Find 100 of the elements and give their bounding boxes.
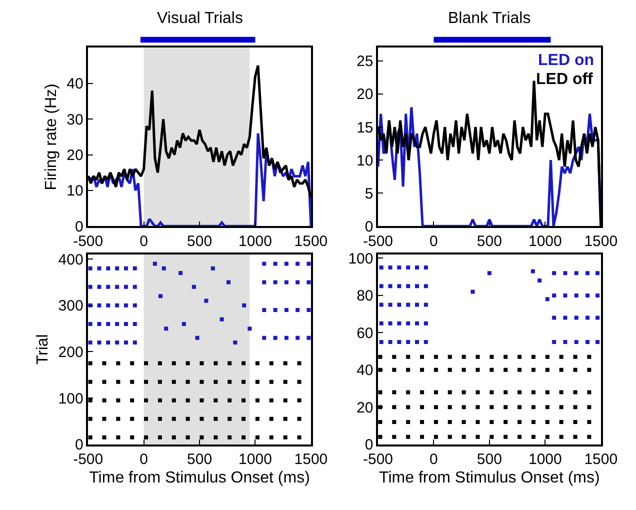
point: [574, 293, 578, 298]
point: [574, 316, 578, 320]
x-tick-label: 1500: [584, 451, 618, 468]
y-tick-label: 10: [66, 182, 84, 200]
point: [397, 340, 402, 344]
y-tick-label: 60: [356, 324, 374, 342]
y-tick-label: 0: [364, 436, 374, 454]
point: [388, 266, 392, 270]
x-tick-label: 1000: [238, 232, 272, 250]
x-tick-label: -500: [362, 451, 394, 468]
x-tick-label: -500: [73, 451, 104, 468]
point: [586, 316, 590, 320]
x-tick-label: 500: [476, 232, 502, 250]
point: [574, 340, 578, 344]
point: [415, 340, 420, 344]
y-tick-label: 10: [356, 152, 374, 170]
y-tick-label: 20: [356, 399, 374, 416]
point: [388, 284, 392, 288]
text: LED on: [538, 52, 594, 69]
y-tick-label: 100: [348, 250, 374, 268]
point: [586, 293, 590, 298]
x-tick-label: 1000: [528, 232, 562, 250]
point: [415, 284, 420, 288]
point: [388, 302, 392, 307]
x-tick-label: 1500: [294, 451, 328, 468]
point: [552, 293, 556, 298]
y-tick-label: 0: [74, 218, 84, 236]
y-tick-label: 40: [356, 362, 374, 380]
point: [379, 284, 384, 288]
point: [596, 293, 600, 298]
chart-title: Blank Trials: [448, 10, 531, 27]
y-tick-label: 300: [58, 298, 84, 315]
x-tick-label: 500: [187, 232, 212, 250]
point: [379, 340, 384, 344]
x-tick-label: 1000: [528, 451, 562, 468]
point: [487, 271, 492, 276]
point: [586, 340, 590, 344]
point: [379, 266, 384, 270]
point: [563, 316, 568, 320]
point: [379, 302, 384, 307]
y-tick-label: 200: [58, 344, 84, 361]
point: [388, 321, 392, 326]
x-tick-label: 0: [430, 232, 438, 250]
y-axis-title: Trial: [34, 334, 52, 365]
y-tick-label: 30: [66, 111, 84, 128]
point: [563, 293, 568, 298]
point: [538, 278, 542, 283]
y-tick-label: 400: [58, 251, 84, 268]
point: [596, 271, 600, 276]
y-tick-label: 5: [364, 185, 374, 202]
point: [397, 321, 402, 326]
point: [552, 316, 556, 320]
x-tick-label: 1500: [294, 232, 328, 250]
point: [406, 266, 410, 270]
y-tick-label: 15: [356, 119, 374, 136]
point: [415, 266, 420, 270]
x-tick-label: 500: [187, 451, 212, 468]
point: [406, 340, 410, 344]
point: [379, 321, 384, 326]
point: [424, 284, 428, 288]
point: [596, 340, 600, 344]
point: [563, 271, 568, 276]
point: [406, 321, 410, 326]
y-tick-label: 80: [356, 288, 374, 305]
point: [424, 266, 428, 270]
point: [545, 297, 550, 302]
point: [424, 321, 428, 326]
point: [397, 302, 402, 307]
x-axis-title: Time from Stimulus Onset (ms): [379, 469, 600, 486]
point: [397, 284, 402, 288]
x-tick-label: -500: [73, 232, 104, 250]
point: [388, 340, 392, 344]
x-tick-label: -500: [362, 232, 394, 250]
x-tick-label: 1500: [584, 232, 618, 250]
point: [415, 321, 420, 326]
y-axis-title: Firing rate (Hz): [43, 84, 60, 190]
x-tick-label: 1000: [238, 451, 272, 468]
point: [574, 271, 578, 276]
y-tick-label: 0: [364, 218, 374, 236]
y-tick-label: 40: [66, 76, 84, 93]
point: [586, 271, 590, 276]
point: [397, 266, 402, 270]
point: [563, 340, 568, 344]
point: [552, 340, 556, 344]
x-axis-title: Time from Stimulus Onset (ms): [89, 469, 310, 486]
y-tick-label: 100: [58, 390, 84, 408]
y-tick-label: 20: [356, 86, 374, 104]
point: [424, 340, 428, 344]
y-tick-label: 20: [66, 147, 84, 164]
chart-title: Visual Trials: [157, 10, 243, 27]
x-tick-label: 500: [476, 451, 502, 468]
point: [530, 269, 535, 274]
point: [406, 284, 410, 288]
y-tick-label: 25: [356, 53, 374, 70]
x-tick-label: 0: [430, 451, 438, 468]
point: [596, 316, 600, 320]
series-label: LED off: [536, 71, 594, 88]
y-tick-label: 0: [74, 436, 84, 454]
x-tick-label: 0: [140, 232, 148, 250]
point: [406, 302, 410, 307]
